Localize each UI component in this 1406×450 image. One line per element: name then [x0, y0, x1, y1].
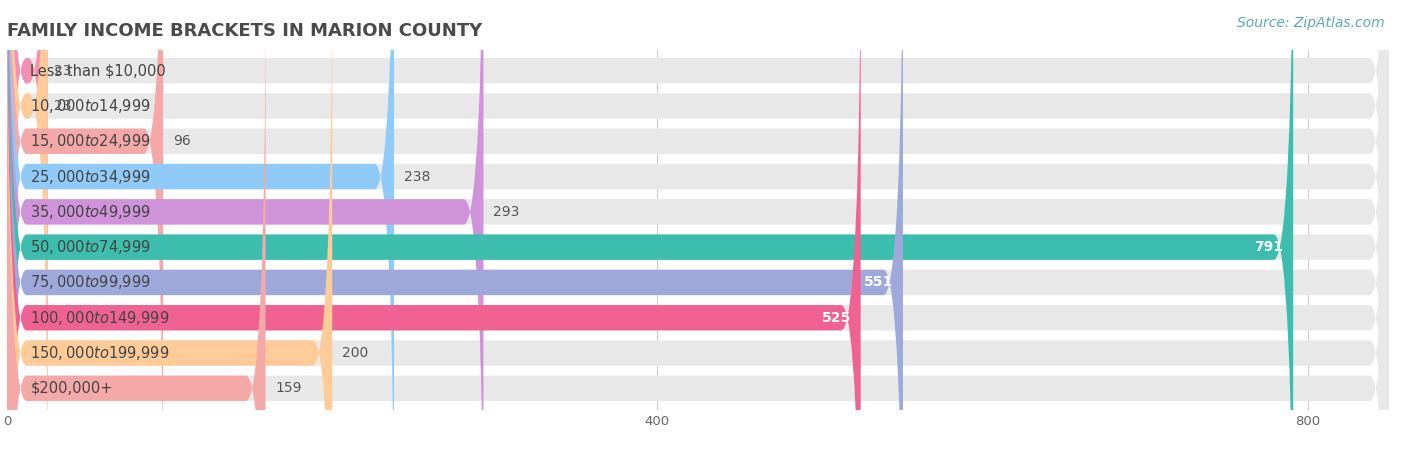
- FancyBboxPatch shape: [7, 0, 1294, 450]
- FancyBboxPatch shape: [7, 0, 1389, 450]
- Text: $10,000 to $14,999: $10,000 to $14,999: [31, 97, 152, 115]
- FancyBboxPatch shape: [7, 0, 903, 450]
- FancyBboxPatch shape: [7, 0, 1389, 450]
- FancyBboxPatch shape: [7, 0, 394, 450]
- Text: 551: 551: [863, 275, 893, 289]
- Text: 159: 159: [276, 381, 302, 395]
- Text: $35,000 to $49,999: $35,000 to $49,999: [31, 203, 152, 221]
- FancyBboxPatch shape: [7, 0, 48, 450]
- Text: 23: 23: [55, 99, 72, 113]
- Text: $150,000 to $199,999: $150,000 to $199,999: [31, 344, 170, 362]
- Text: $100,000 to $149,999: $100,000 to $149,999: [31, 309, 170, 327]
- FancyBboxPatch shape: [7, 0, 1389, 450]
- FancyBboxPatch shape: [7, 0, 1389, 450]
- FancyBboxPatch shape: [7, 0, 163, 450]
- Text: 96: 96: [173, 134, 191, 148]
- FancyBboxPatch shape: [7, 0, 1389, 450]
- Text: 293: 293: [494, 205, 520, 219]
- Text: $75,000 to $99,999: $75,000 to $99,999: [31, 274, 152, 292]
- Text: $15,000 to $24,999: $15,000 to $24,999: [31, 132, 152, 150]
- FancyBboxPatch shape: [7, 0, 48, 450]
- FancyBboxPatch shape: [7, 0, 1389, 450]
- FancyBboxPatch shape: [7, 0, 860, 450]
- FancyBboxPatch shape: [7, 0, 484, 450]
- Text: $50,000 to $74,999: $50,000 to $74,999: [31, 238, 152, 256]
- Text: 238: 238: [404, 170, 430, 184]
- Text: $200,000+: $200,000+: [31, 381, 112, 396]
- FancyBboxPatch shape: [7, 0, 1389, 450]
- Text: 525: 525: [821, 311, 851, 325]
- FancyBboxPatch shape: [7, 0, 1389, 450]
- FancyBboxPatch shape: [7, 0, 266, 450]
- Text: 23: 23: [55, 64, 72, 78]
- Text: 791: 791: [1254, 240, 1284, 254]
- Text: $25,000 to $34,999: $25,000 to $34,999: [31, 167, 152, 185]
- FancyBboxPatch shape: [7, 0, 1389, 450]
- Text: Source: ZipAtlas.com: Source: ZipAtlas.com: [1237, 16, 1385, 30]
- FancyBboxPatch shape: [7, 0, 332, 450]
- Text: 200: 200: [342, 346, 368, 360]
- Text: FAMILY INCOME BRACKETS IN MARION COUNTY: FAMILY INCOME BRACKETS IN MARION COUNTY: [7, 22, 482, 40]
- FancyBboxPatch shape: [7, 0, 1389, 450]
- Text: Less than $10,000: Less than $10,000: [31, 63, 166, 78]
